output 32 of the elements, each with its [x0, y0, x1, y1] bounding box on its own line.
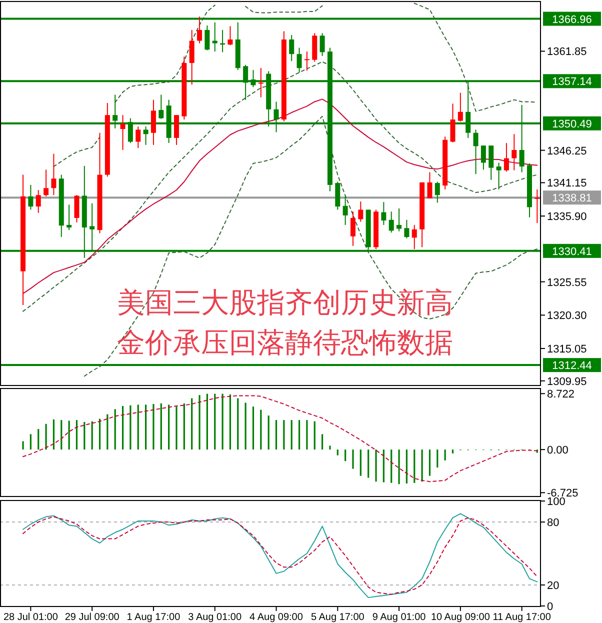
y-tick-label: 0: [547, 600, 554, 613]
line-series: [22, 395, 538, 482]
y-tick-label: 0.00: [547, 444, 568, 457]
x-tick-label: 3 Aug 01:00: [188, 612, 242, 623]
annotation: 金价承压回落静待恐怖数据: [117, 326, 453, 359]
y-tick-label: 8.722: [547, 388, 575, 401]
ref-line-label: 1357.14: [552, 76, 592, 88]
x-tick-label: 29 Jul 09:00: [64, 612, 120, 623]
x-tick-label: 9 Aug 01:00: [372, 612, 426, 623]
annotation: 美国三大股指齐创历史新高: [117, 286, 453, 319]
line-series: [84, 116, 538, 377]
x-tick-label: 28 Jul 01:00: [3, 612, 58, 623]
y-tick-label: 1309.95: [547, 376, 587, 388]
y-tick-label: 20: [547, 580, 560, 592]
y-tick-label: 1346.25: [547, 145, 587, 158]
ref-line-label: 1350.49: [552, 118, 592, 130]
y-tick-label: 1361.85: [547, 46, 587, 58]
y-tick-label: 1335.90: [547, 211, 587, 224]
x-tick-label: 1 Aug 17:00: [126, 612, 181, 623]
y-tick-label: 1341.15: [547, 178, 587, 190]
ref-line-label: 1312.44: [552, 360, 592, 372]
x-tick-label: 5 Aug 17:00: [310, 612, 365, 623]
x-tick-label: 10 Aug 09:00: [430, 612, 490, 623]
x-tick-label: 4 Aug 09:00: [250, 612, 304, 623]
ref-line-label: 1330.41: [552, 246, 592, 258]
y-tick-label: 80: [547, 517, 560, 530]
y-tick-label: 1315.05: [547, 343, 587, 356]
x-tick-label: 11 Aug 17:00: [492, 612, 552, 623]
y-tick-label: 1320.30: [547, 310, 587, 322]
ref-line-label: 1338.81: [552, 192, 592, 205]
ref-line-label: 1366.96: [552, 14, 592, 26]
y-tick-label: 1325.55: [547, 276, 587, 289]
